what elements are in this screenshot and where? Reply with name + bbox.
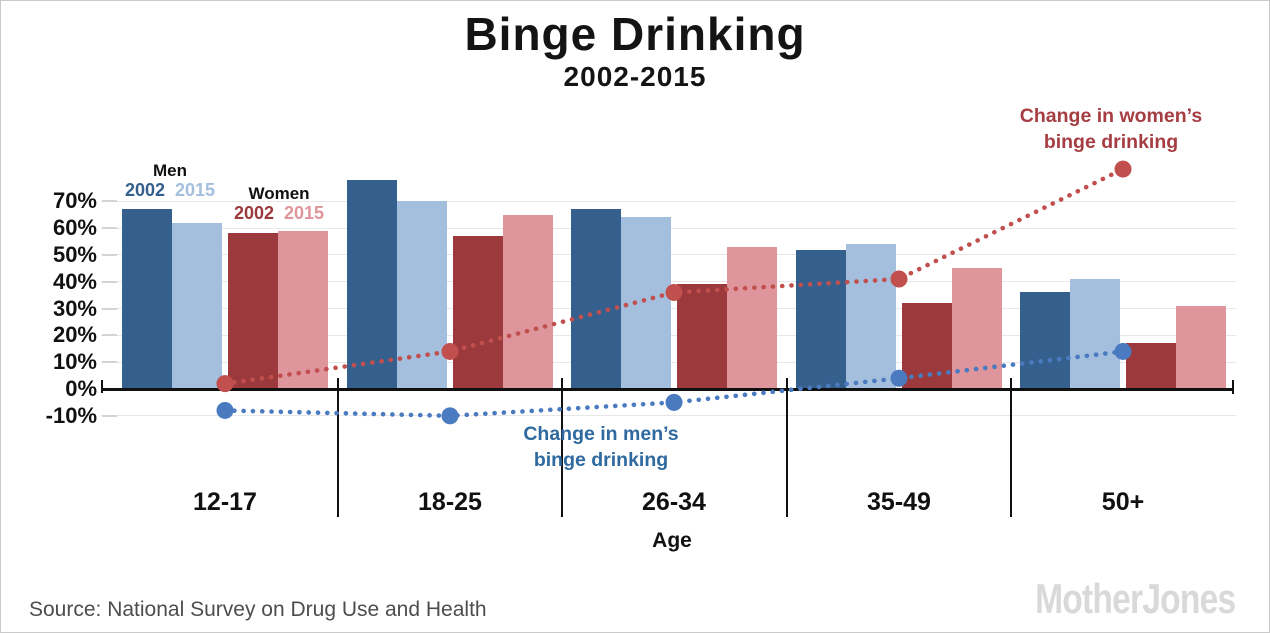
bar-men-2015-18-25: [397, 201, 447, 389]
x-tick-label-26-34: 26-34: [642, 488, 706, 516]
y-tick-label--10: -10%: [45, 402, 97, 428]
women-change-annotation-line1: Change in women’s: [1019, 105, 1203, 127]
group-separator-3: [785, 378, 788, 517]
bar-women-2002-35-49: [902, 303, 952, 389]
bar-men-2002-26-34: [571, 209, 621, 389]
legend-women: Women 2002 2015: [233, 184, 325, 224]
women-change-annotation-line2: binge drinking: [1043, 131, 1179, 153]
bar-men-2002-35-49: [796, 249, 846, 389]
women-change-annotation: Change in women’s binge drinking: [1020, 103, 1202, 155]
bar-men-2002-12-17: [122, 209, 172, 389]
legend-men-2002: 2002: [124, 180, 165, 200]
bar-women-2015-50-: [1176, 305, 1226, 389]
bar-women-2002-12-17: [228, 233, 278, 389]
y-tick--10: [102, 414, 117, 417]
bar-men-2015-26-34: [621, 217, 671, 389]
bar-men-2015-50-: [1070, 279, 1120, 389]
y-tick-label-30: 30%: [52, 295, 97, 321]
y-tick-label-50: 50%: [52, 241, 97, 267]
y-tick-70: [102, 200, 117, 203]
bar-men-2015-12-17: [172, 222, 222, 389]
change-in-women-s-binge-drinking-marker-50-: [1114, 160, 1132, 178]
y-tick-label-70: 70%: [52, 188, 97, 214]
x-axis-line: [101, 388, 1234, 391]
men-change-annotation-line1: Change in men’s: [523, 423, 679, 445]
bar-men-2015-35-49: [846, 244, 896, 389]
chart-subtitle: 2002-2015: [563, 61, 707, 92]
y-tick-20: [102, 334, 117, 337]
x-axis-left-tick: [101, 380, 103, 393]
y-tick-10: [102, 361, 117, 364]
legend-women-2002: 2002: [233, 203, 274, 223]
y-tick-label-0: 0%: [65, 376, 97, 401]
x-tick-label-35-49: 35-49: [867, 488, 931, 516]
x-axis-right-tick: [1232, 380, 1234, 394]
bar-women-2015-35-49: [952, 268, 1002, 389]
source-text: Source: National Survey on Drug Use and …: [29, 598, 487, 621]
y-tick-label-60: 60%: [52, 215, 97, 241]
bar-women-2015-12-17: [278, 230, 328, 389]
change-in-men-s-binge-drinking-marker-26-34: [665, 393, 683, 411]
y-tick-label-40: 40%: [52, 268, 97, 294]
y-tick-label-10: 10%: [52, 349, 97, 375]
y-tick-50: [102, 253, 117, 256]
group-separator-4: [1010, 378, 1012, 517]
legend-men-label: Men: [153, 161, 187, 180]
chart-title: Binge Drinking: [464, 8, 806, 60]
legend-men: Men 2002 2015: [124, 161, 216, 201]
bar-women-2002-26-34: [677, 284, 727, 389]
x-axis-title: Age: [652, 529, 692, 552]
bar-men-2002-18-25: [347, 179, 397, 389]
change-in-men-s-binge-drinking-marker-12-17: [216, 401, 234, 419]
x-tick-label-50-: 50+: [1101, 488, 1145, 516]
x-tick-label-18-25: 18-25: [418, 488, 482, 516]
y-tick-60: [102, 227, 117, 230]
legend-men-2015: 2015: [175, 180, 216, 200]
bar-women-2002-18-25: [453, 236, 503, 389]
y-tick-30: [102, 307, 117, 310]
bar-women-2015-18-25: [503, 214, 553, 389]
legend-women-label: Women: [248, 184, 310, 203]
group-separator-2: [561, 378, 563, 517]
men-change-annotation-line2: binge drinking: [533, 449, 669, 471]
bar-women-2002-50-: [1126, 343, 1176, 389]
bar-women-2015-26-34: [727, 246, 777, 389]
motherjones-logo: MotherJones: [1034, 575, 1236, 622]
group-separator-1: [336, 378, 339, 517]
y-tick-40: [102, 280, 117, 283]
bar-men-2002-50-: [1020, 292, 1070, 389]
gridline--10: [101, 415, 1236, 417]
y-tick-label-20: 20%: [52, 322, 97, 348]
x-tick-label-12-17: 12-17: [193, 488, 257, 516]
men-change-annotation: Change in men’s binge drinking: [523, 421, 678, 473]
legend-women-2015: 2015: [284, 203, 325, 223]
